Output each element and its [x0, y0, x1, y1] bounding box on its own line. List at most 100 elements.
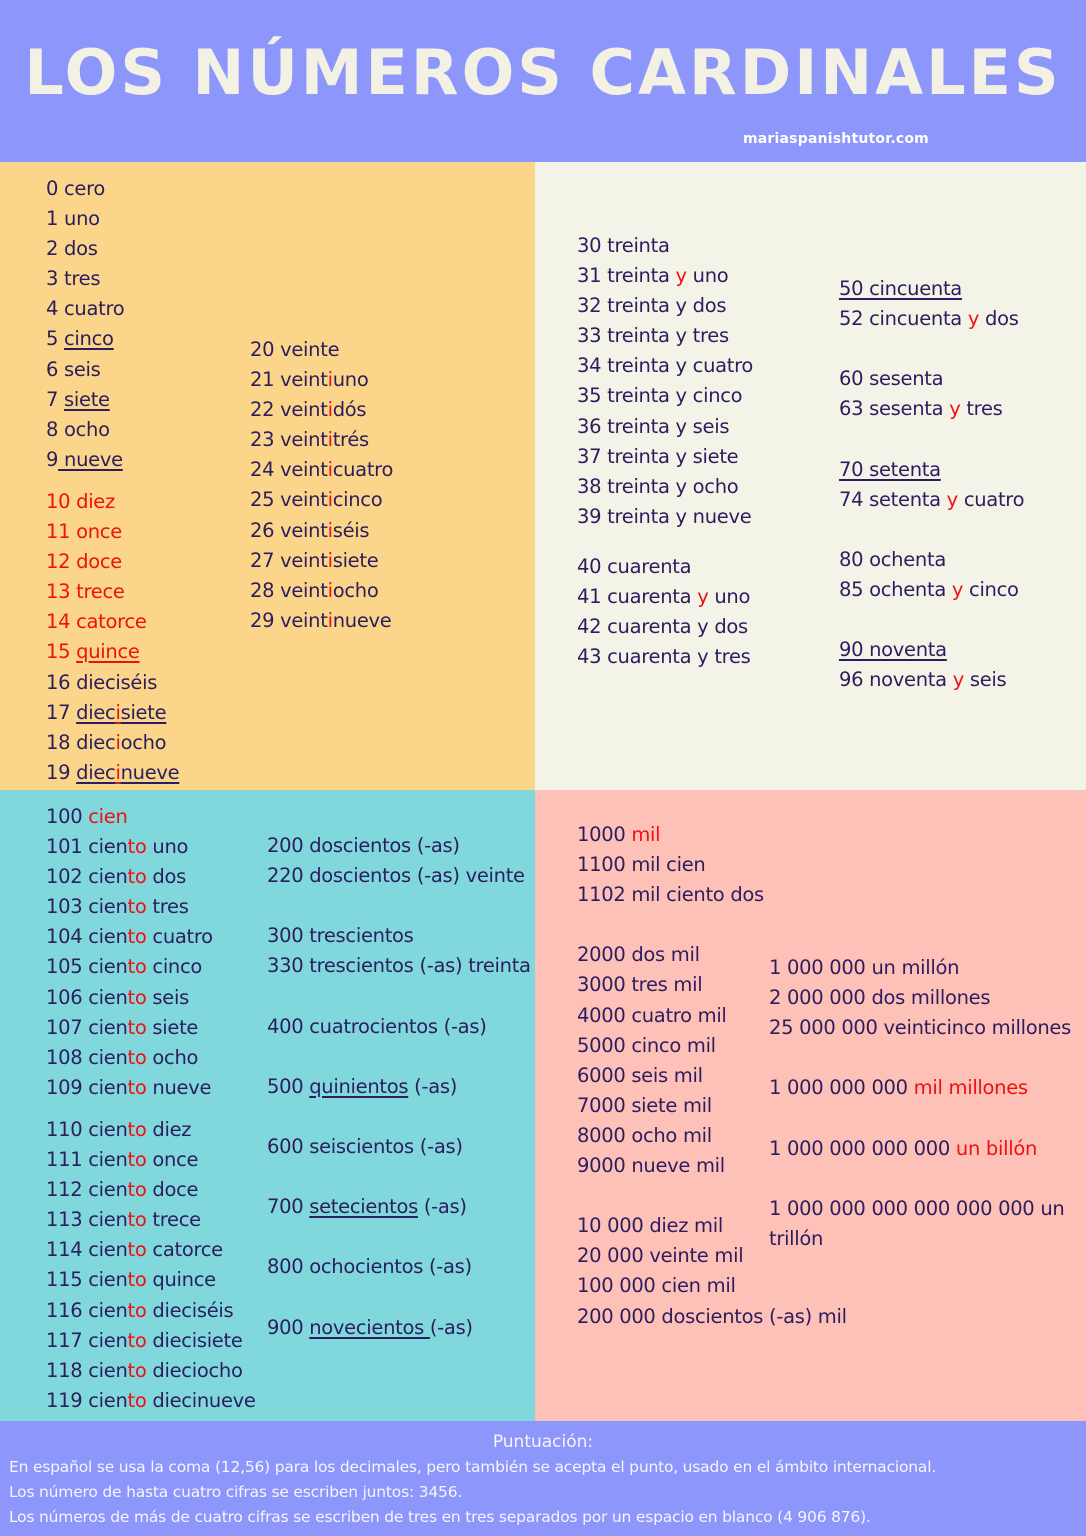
- footer-title: Puntuación:: [492, 1432, 594, 1452]
- entry-text: 1 000 000 000 000: [769, 1136, 956, 1160]
- number-entry: 50 cincuenta: [839, 274, 1024, 304]
- number-entry: 27 veintisiete: [250, 546, 393, 576]
- entry-text: 16 dieci: [46, 670, 121, 694]
- number-entry: 7000 siete mil: [577, 1091, 847, 1121]
- entry-text: 20 000 veinte mil: [577, 1244, 744, 1268]
- number-entry: 29 veintinueve: [250, 606, 393, 636]
- number-entry: 700 setecientos (-as): [267, 1192, 531, 1222]
- highlighted-text: cien: [88, 805, 128, 828]
- number-entry: 104 ciento cuatro: [46, 922, 256, 952]
- entry-text: 1 uno: [46, 207, 100, 231]
- entry-text: setecientos: [309, 1195, 418, 1219]
- highlighted-text: i: [327, 548, 333, 572]
- entry-text: 9000 nueve mil: [577, 1154, 725, 1178]
- number-entry: 1 000 000 un millón: [769, 953, 1071, 983]
- entry-text: séis: [120, 670, 158, 694]
- entry-text: cuatro: [957, 487, 1025, 511]
- number-entry: 30 treinta: [577, 231, 753, 261]
- number-entry: 26 veintiséis: [250, 516, 393, 546]
- highlighted-text: to: [127, 1358, 147, 1382]
- highlighted-text: to: [127, 1208, 147, 1232]
- spacer: [769, 1103, 1071, 1133]
- entry-text: cuatro: [146, 925, 213, 949]
- number-entry: 400 cuatrocientos (-as): [267, 1012, 531, 1042]
- number-entry: 80 ochenta: [839, 545, 1024, 575]
- spacer: [577, 532, 753, 552]
- entry-text: 42 cuarenta y dos: [577, 615, 748, 639]
- entry-text: 1 000 000 un millón: [769, 956, 960, 979]
- spacer: [46, 475, 179, 487]
- highlighted-text: i: [327, 368, 333, 392]
- number-entry: 1 uno: [46, 204, 179, 234]
- entry-text: 100: [46, 805, 89, 828]
- highlighted-text: y: [949, 397, 961, 421]
- number-entry: 109 ciento nueve: [46, 1073, 256, 1103]
- number-entry: 107 ciento siete: [46, 1013, 256, 1043]
- entry-text: 112 cien: [46, 1178, 128, 1202]
- highlighted-text: to: [127, 1178, 147, 1202]
- entry-text: siete: [332, 548, 379, 572]
- entry-text: 2000 dos mil: [577, 943, 700, 967]
- number-entry: 1 000 000 000 000 un billón: [769, 1134, 1071, 1164]
- highlighted-text: un billón: [955, 1136, 1038, 1160]
- number-entry: 63 sesenta y tres: [839, 394, 1024, 424]
- entry-text: trillón: [769, 1226, 824, 1250]
- entry-text: 28 veint: [250, 578, 328, 602]
- highlighted-text: i: [115, 760, 121, 784]
- entry-text: 39 treinta y nueve: [577, 504, 752, 528]
- entry-text: 31 treinta: [577, 264, 676, 288]
- number-entry: 200 000 doscientos (-as) mil: [577, 1302, 847, 1332]
- number-entry: 106 ciento seis: [46, 983, 256, 1013]
- number-entry: 7 siete: [46, 385, 179, 415]
- entry-text: tres: [960, 397, 1003, 421]
- number-entry: 85 ochenta y cinco: [839, 575, 1024, 605]
- number-entry: 101 ciento uno: [46, 832, 256, 862]
- number-entry: 40 cuarenta: [577, 552, 753, 582]
- entry-text: nueve: [146, 1075, 212, 1099]
- number-entry: 42 cuarenta y dos: [577, 612, 753, 642]
- entry-text: dos: [146, 865, 186, 889]
- entry-text: 101 cien: [46, 835, 128, 859]
- entry-text: cuatro: [332, 458, 394, 482]
- entry-text: 116 cien: [46, 1298, 128, 1322]
- spacer: [267, 1222, 531, 1252]
- entry-text: 60 sesenta: [839, 367, 944, 391]
- entry-text: dós: [332, 398, 367, 422]
- entry-text: 38 treinta y ocho: [577, 474, 739, 498]
- entry-text: siete: [64, 387, 110, 411]
- spacer: [267, 981, 531, 1011]
- entry-text: 43 cuarenta y tres: [577, 645, 751, 669]
- highlighted-text: to: [127, 1117, 147, 1141]
- entry-text: 7: [46, 387, 65, 411]
- list-200-900: 200 doscientos (-as) 220 doscientos (-as)…: [267, 831, 531, 1343]
- entry-text: diecinueve: [146, 1388, 256, 1412]
- spacer: [839, 605, 1024, 635]
- number-entry: 31 treinta y uno: [577, 261, 753, 291]
- spacer: [839, 334, 1024, 364]
- number-entry: 2 dos: [46, 234, 179, 264]
- entry-text: 108 cien: [46, 1045, 128, 1069]
- quadrant-100-to-900: 100 cien 101 ciento uno 102 ciento dos 103 …: [0, 790, 535, 1421]
- highlighted-text: to: [127, 865, 147, 889]
- spacer: [839, 424, 1024, 454]
- highlighted-text: to: [127, 925, 147, 949]
- spacer: [577, 910, 847, 940]
- spacer: [769, 1164, 1071, 1194]
- entry-text: 104 cien: [46, 925, 128, 949]
- number-entry: 21 veintiuno: [250, 365, 393, 395]
- number-entry: 9 nueve: [46, 445, 179, 475]
- number-entry: 70 setenta: [839, 455, 1024, 485]
- entry-text: 30 treinta: [577, 234, 670, 257]
- list-millions: 1 000 000 un millón 2 000 000 dos millone…: [769, 953, 1071, 1254]
- entry-text: 25 000 000 veinticinco millones: [769, 1016, 1071, 1040]
- list-50-96: 50 cincuenta 52 cincuenta y dos 60 sesenta…: [839, 274, 1025, 695]
- number-entry: 105 ciento cinco: [46, 952, 256, 982]
- number-entry: 12 doce: [46, 547, 179, 577]
- highlighted-text: to: [127, 1075, 147, 1099]
- entry-text: 103 cien: [46, 895, 128, 919]
- number-entry: 100 000 cien mil: [577, 1271, 847, 1301]
- entry-text: 118 cien: [46, 1358, 128, 1382]
- entry-text: 90 noventa: [839, 638, 947, 662]
- number-entry: 35 treinta y cinco: [577, 381, 753, 411]
- number-entry: 1000 mil: [577, 820, 847, 850]
